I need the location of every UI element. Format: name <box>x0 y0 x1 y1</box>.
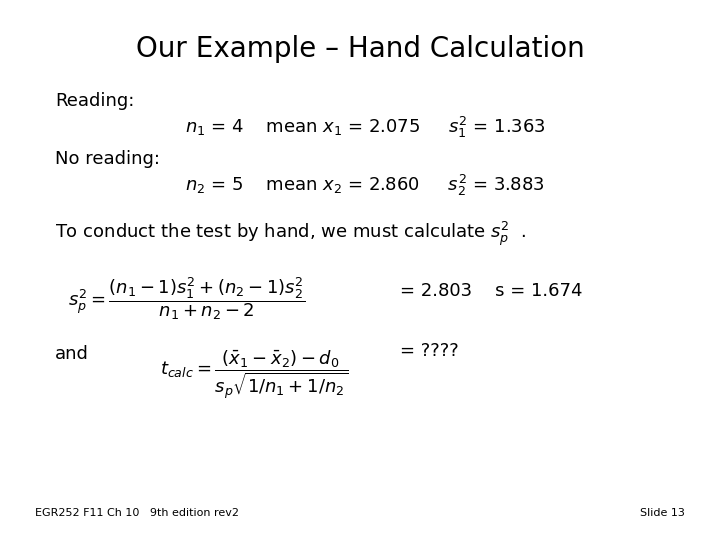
Text: = ????: = ???? <box>400 342 459 360</box>
Text: To conduct the test by hand, we must calculate $s_p^2$  .: To conduct the test by hand, we must cal… <box>55 220 526 248</box>
Text: $s_p^2 = \dfrac{(n_1-1)s_1^2+(n_2-1)s_2^2}{n_1+n_2-2}$: $s_p^2 = \dfrac{(n_1-1)s_1^2+(n_2-1)s_2^… <box>68 275 305 322</box>
Text: and: and <box>55 345 89 363</box>
Text: Reading:: Reading: <box>55 92 135 110</box>
Text: $n_2$ = 5    mean $x_2$ = 2.860     $s_2^2$ = 3.883: $n_2$ = 5 mean $x_2$ = 2.860 $s_2^2$ = 3… <box>185 173 545 198</box>
Text: Our Example – Hand Calculation: Our Example – Hand Calculation <box>135 35 585 63</box>
Text: Slide 13: Slide 13 <box>640 508 685 518</box>
Text: $t_{calc} = \dfrac{(\bar{x}_1-\bar{x}_2)-d_0}{s_p\sqrt{1/n_1+1/n_2}}$: $t_{calc} = \dfrac{(\bar{x}_1-\bar{x}_2)… <box>160 348 348 401</box>
Text: = 2.803    s = 1.674: = 2.803 s = 1.674 <box>400 282 582 300</box>
Text: $n_1$ = 4    mean $x_1$ = 2.075     $s_1^2$ = 1.363: $n_1$ = 4 mean $x_1$ = 2.075 $s_1^2$ = 1… <box>185 115 546 140</box>
Text: No reading:: No reading: <box>55 150 160 168</box>
Text: EGR252 F11 Ch 10   9th edition rev2: EGR252 F11 Ch 10 9th edition rev2 <box>35 508 239 518</box>
